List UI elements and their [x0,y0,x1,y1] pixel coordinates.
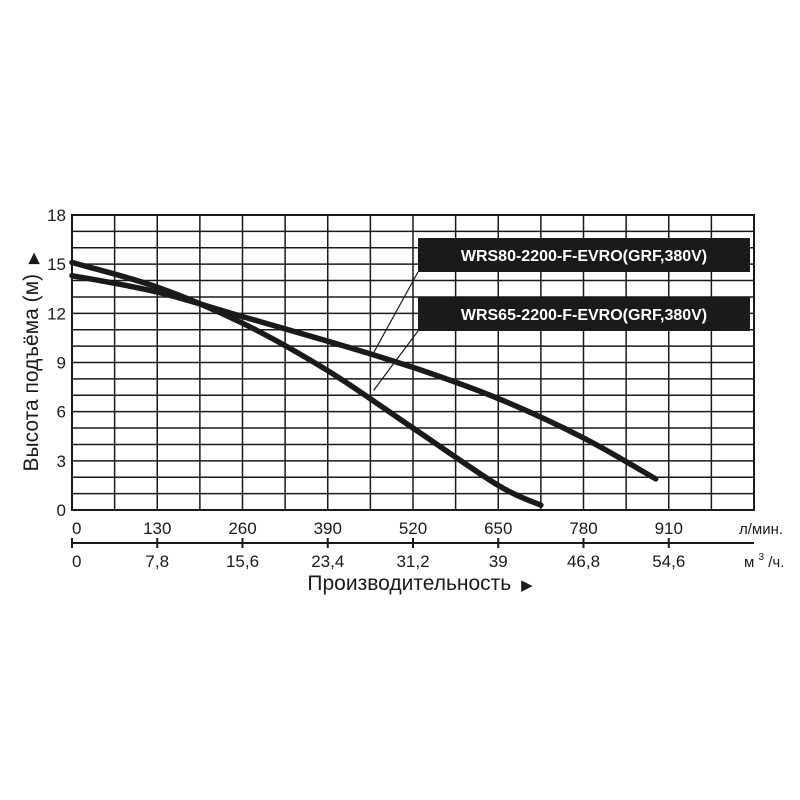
x-primary-tick-label: 650 [484,519,512,538]
x-secondary-unit: м 3 /ч. [744,547,784,571]
y-axis-title: Высота подъёма (м) ▶ [20,252,43,471]
y-tick-label: 12 [47,304,66,323]
x-secondary-tick-label: 23,4 [311,552,344,571]
series-line-2 [69,259,544,508]
x-secondary-unit-tail: /ч. [768,554,784,571]
x-secondary-tick-label: 7,8 [145,552,169,571]
x-primary-tick-labels: 0 130 260 390 520 650 780 910 [72,519,683,538]
series-lines [69,259,659,508]
legend-label: WRS80-2200-F-EVRO(GRF,380V) [461,248,707,265]
legend-box [418,297,750,331]
x-primary-tick-label: 260 [228,519,256,538]
x-secondary-tick-label: 15,6 [226,552,259,571]
x-axis-title: Производительность ▶ [307,572,533,595]
x-primary-tick-label: 520 [399,519,427,538]
x-primary-tick-label: 130 [143,519,171,538]
y-axis-title-text: Высота подъёма (м) [20,274,43,472]
x-secondary-tick-label: 31,2 [396,552,429,571]
legend-box [418,238,750,272]
x-secondary-tick-label: 39 [489,552,508,571]
legend-leader-line [373,271,419,353]
x-secondary-tick-labels: 0 7,8 15,6 23,4 31,2 39 46,8 54,6 [72,552,685,571]
legend-label: WRS65-2200-F-EVRO(GRF,380V) [461,307,707,324]
x-secondary-tick-label: 0 [72,552,81,571]
x-secondary-unit-sup: 3 [758,552,764,563]
series-line-1 [69,272,659,482]
y-tick-label: 6 [57,403,66,422]
x-secondary-tick-label: 54,6 [652,552,685,571]
plot-frame [71,214,755,511]
x-primary-tick-label: 910 [655,519,683,538]
x-primary-unit: л/мин. [739,521,783,538]
y-tick-labels: 0 3 6 9 12 15 18 [47,206,66,520]
x-primary-tick-label: 780 [569,519,597,538]
x-secondary-tick-label: 46,8 [567,552,600,571]
y-axis-arrow: ▶ [25,252,42,264]
x-secondary-unit-base: м [744,554,754,571]
x-axis-title-text: Производительность [307,572,511,595]
series-legend: WRS80-2200-F-EVRO(GRF,380V) WRS65-2200-F-… [373,238,750,391]
y-tick-label: 15 [47,255,66,274]
y-tick-label: 3 [57,452,66,471]
y-tick-label: 0 [57,501,66,520]
x-primary-tick-label: 390 [314,519,342,538]
y-tick-label: 9 [57,354,66,373]
y-tick-label: 18 [47,206,66,225]
x-axis-arrow: ▶ [521,577,533,594]
x-primary-tick-label: 0 [72,519,81,538]
legend-leader-line [373,330,419,391]
